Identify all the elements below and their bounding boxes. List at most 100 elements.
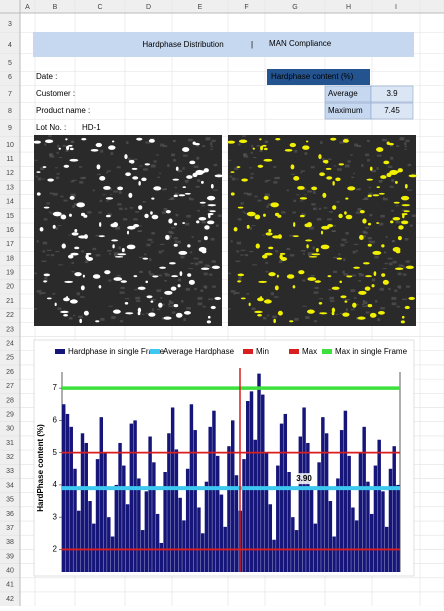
phase-particle (318, 154, 322, 160)
phase-particle (367, 222, 372, 226)
texture-speck (396, 305, 400, 308)
texture-speck (99, 199, 103, 203)
phase-particle (42, 166, 47, 168)
bar (88, 501, 92, 572)
phase-particle (364, 286, 371, 291)
phase-particle (373, 271, 377, 277)
row-number: 37 (6, 525, 14, 532)
phase-particle (237, 206, 244, 209)
texture-speck (377, 318, 380, 322)
texture-speck (344, 164, 350, 168)
texture-speck (146, 243, 151, 247)
texture-speck (250, 176, 254, 179)
phase-particle (305, 239, 313, 242)
texture-speck (153, 160, 157, 163)
phase-particle (404, 305, 410, 310)
texture-speck (286, 189, 289, 192)
texture-speck (107, 249, 112, 252)
texture-speck (310, 166, 315, 169)
texture-speck (46, 202, 50, 205)
phase-particle (344, 211, 347, 215)
row-number: 25 (6, 355, 14, 362)
texture-speck (44, 276, 48, 280)
phase-particle (314, 280, 321, 283)
phase-particle (179, 271, 183, 277)
phase-particle (332, 205, 337, 210)
phase-particle (392, 216, 401, 221)
title-band (33, 32, 414, 57)
phase-particle (210, 183, 214, 189)
texture-speck (312, 246, 315, 250)
texture-speck (350, 289, 356, 292)
phase-particle (331, 286, 340, 290)
texture-speck (251, 307, 256, 310)
texture-speck (345, 232, 349, 235)
phase-particle (284, 148, 293, 152)
bar (107, 517, 111, 572)
phase-particle (63, 164, 70, 168)
texture-speck (95, 234, 100, 237)
phase-particle (82, 274, 85, 278)
phase-particle (257, 297, 264, 302)
texture-speck (267, 314, 270, 317)
phase-particle (131, 167, 138, 170)
texture-speck (327, 158, 332, 161)
phase-particle (262, 144, 267, 147)
phase-particle (125, 312, 134, 315)
texture-speck (228, 308, 231, 310)
phase-particle (230, 171, 235, 173)
texture-speck (201, 205, 205, 207)
y-tick-label: 4 (53, 480, 58, 489)
texture-speck (168, 230, 173, 234)
row-number: 4 (8, 42, 12, 49)
phase-particle (365, 275, 373, 278)
texture-speck (243, 153, 247, 157)
texture-speck (40, 167, 45, 170)
texture-speck (162, 303, 165, 306)
texture-speck (72, 179, 77, 181)
phase-particle (61, 243, 66, 249)
phase-particle (286, 274, 295, 279)
texture-speck (189, 251, 193, 254)
bar (95, 459, 100, 572)
texture-speck (159, 172, 162, 174)
summary-value: 7.45 (384, 106, 400, 115)
row-number: 38 (6, 539, 14, 546)
phase-particle (137, 286, 146, 290)
texture-speck (345, 308, 348, 312)
phase-particle (64, 280, 74, 283)
bar (152, 462, 156, 572)
texture-speck (240, 254, 244, 256)
texture-speck (392, 260, 397, 264)
texture-speck (81, 250, 85, 253)
texture-speck (102, 194, 106, 196)
phase-particle (111, 140, 115, 143)
phase-particle (390, 220, 394, 224)
phase-particle (201, 249, 207, 254)
bar (298, 436, 303, 572)
phase-particle (347, 186, 356, 191)
phase-particle (332, 181, 335, 186)
texture-speck (157, 274, 163, 277)
texture-speck (134, 288, 138, 291)
phase-particle (63, 297, 70, 302)
row-number: 19 (6, 270, 14, 277)
phase-particle (164, 290, 173, 295)
phase-particle (367, 243, 372, 247)
texture-speck (60, 195, 64, 198)
texture-speck (300, 171, 303, 174)
phase-particle (403, 210, 410, 213)
phase-particle (150, 300, 154, 303)
phase-particle (151, 197, 155, 200)
phase-particle (92, 274, 101, 279)
texture-speck (395, 205, 399, 207)
texture-speck (171, 311, 176, 314)
texture-speck (202, 145, 206, 148)
texture-speck (376, 167, 379, 170)
texture-speck (56, 151, 59, 154)
texture-speck (322, 157, 325, 161)
texture-speck (318, 207, 322, 210)
phase-particle (129, 159, 135, 164)
texture-speck (100, 317, 105, 321)
phase-particle (260, 145, 264, 151)
